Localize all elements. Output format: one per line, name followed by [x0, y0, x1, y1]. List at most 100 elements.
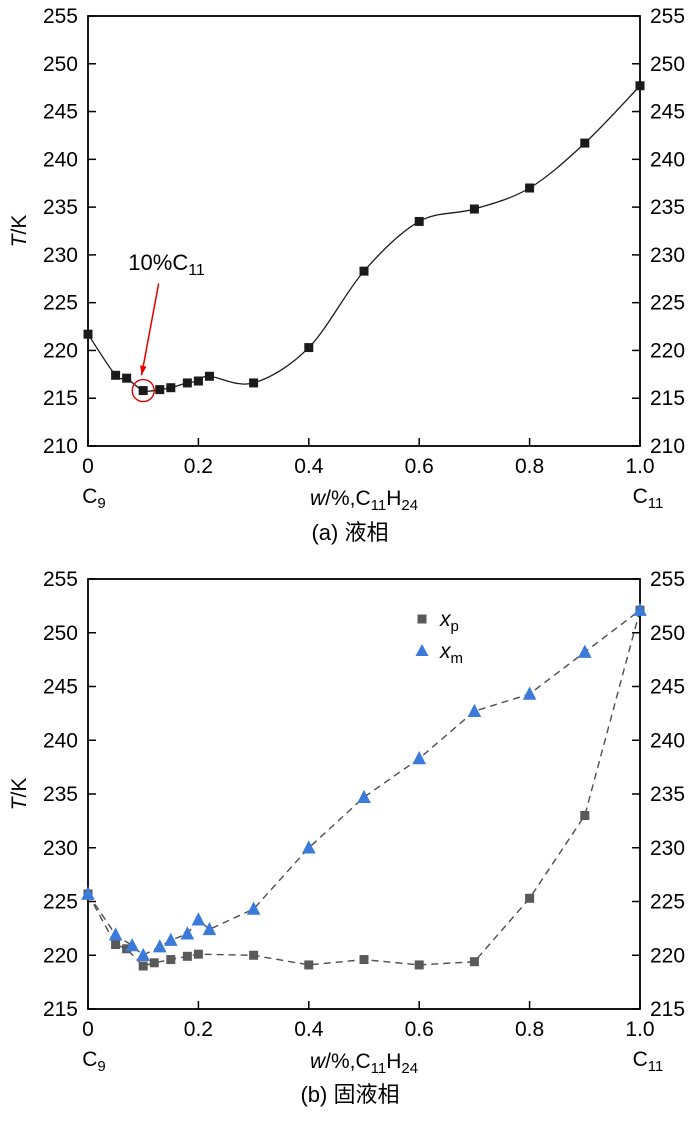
data-point [193, 376, 203, 386]
data-point [191, 912, 206, 926]
chart-b-canvas: 215 215 220 220 225 225 230 230 235 235 240 240 245 2… [8, 568, 685, 1077]
data-point [182, 951, 192, 961]
data-point [580, 138, 590, 148]
x-tick-label: 0.4 [294, 455, 324, 478]
y-tick-label: 235 [43, 783, 78, 806]
x-tick-label: 1.0 [625, 455, 654, 478]
y-tick-label: 230 [43, 837, 78, 860]
x-tick-label: 0.8 [515, 455, 544, 478]
data-point [304, 960, 314, 970]
x-right-end-label: C11 [633, 485, 664, 512]
data-point [467, 703, 482, 717]
data-point [83, 329, 93, 339]
annotation-circle [131, 378, 155, 403]
y-tick-label-right: 255 [650, 6, 685, 28]
y-tick-label: 210 [43, 435, 78, 458]
x-left-end-label: C9 [82, 485, 106, 512]
data-point [469, 204, 479, 214]
data-point [301, 840, 316, 854]
y-tick-label: 250 [43, 53, 78, 76]
x-left-end-label: C9 [82, 1048, 106, 1075]
y-tick-label-right: 225 [650, 891, 685, 914]
x-tick-label: 1.0 [625, 1018, 654, 1041]
legend-marker [417, 614, 427, 624]
y-axis-label: T/K [8, 778, 31, 811]
legend-label: xp [439, 608, 459, 635]
y-tick-label: 245 [43, 676, 78, 699]
axes: 210 210 215 215 220 220 225 225 230 230 235 235 240 2… [8, 6, 685, 514]
y-tick-label: 235 [43, 196, 78, 219]
data-point [204, 371, 214, 381]
data-point [163, 932, 178, 946]
x-tick-label: 0.4 [294, 1018, 324, 1041]
x-tick-label: 0.8 [515, 1018, 544, 1041]
x-axis-label: w/%,C11H24 [310, 487, 418, 514]
y-tick-label: 255 [43, 568, 78, 591]
data-point [522, 686, 537, 700]
figure-liquid-phase: 210 210 215 215 220 220 225 225 230 230 235 235 240 2… [0, 6, 700, 550]
data-point [469, 957, 479, 967]
data-point [125, 938, 139, 952]
data-point [138, 386, 148, 396]
data-point [193, 949, 203, 959]
data-point [635, 81, 645, 91]
y-tick-label: 225 [43, 292, 78, 315]
data-point [359, 955, 369, 965]
y-tick-label-right: 235 [650, 196, 685, 219]
annotation-arrow-head [140, 365, 147, 376]
y-tick-label: 240 [43, 148, 78, 171]
y-tick-label-right: 220 [650, 339, 685, 362]
y-tick-label: 245 [43, 101, 78, 124]
legend: xp xm [415, 608, 463, 667]
y-tick-label: 240 [43, 729, 78, 752]
y-tick-label: 255 [43, 6, 78, 28]
series-liquid-phase-curve [83, 81, 645, 396]
data-point [249, 378, 259, 388]
y-tick-label-right: 215 [650, 387, 685, 410]
y-tick-label-right: 245 [650, 676, 685, 699]
data-point [633, 602, 647, 616]
series-line [87, 85, 641, 392]
plot-frame [87, 15, 641, 447]
data-point [304, 343, 314, 353]
data-point [525, 183, 535, 193]
y-tick-label-right: 255 [650, 568, 685, 591]
y-tick-label: 220 [43, 339, 78, 362]
x-tick-label: 0 [82, 1018, 94, 1041]
data-point [111, 370, 121, 380]
x-tick-label: 0 [82, 455, 94, 478]
data-point [81, 886, 95, 900]
data-point [525, 893, 535, 903]
data-point [138, 961, 148, 971]
data-point [182, 378, 192, 388]
data-point [108, 927, 123, 941]
data-point [152, 939, 167, 953]
chart-a-caption: (a) 液相 [311, 520, 389, 545]
y-axis-label: T/K [8, 215, 31, 248]
data-point [155, 385, 165, 395]
annotation-arrow-line [140, 283, 160, 376]
data-point [122, 373, 132, 383]
x-right-end-label: C11 [633, 1048, 664, 1075]
y-tick-label: 250 [43, 622, 78, 645]
x-tick-label: 0.6 [405, 1018, 434, 1041]
data-point [180, 926, 195, 940]
data-point [111, 940, 121, 949]
data-point [359, 266, 369, 276]
y-tick-label-right: 215 [650, 998, 685, 1021]
data-point [414, 960, 424, 970]
data-point [577, 644, 592, 658]
series-xm-liquid-phase [81, 602, 647, 961]
data-point [149, 958, 159, 968]
data-point [249, 950, 259, 960]
y-tick-label-right: 235 [650, 783, 685, 806]
data-point [357, 789, 371, 803]
page-root: 210 210 215 215 220 220 225 225 230 230 235 235 240 2… [0, 6, 700, 1107]
data-point [136, 947, 151, 961]
y-tick-label: 215 [43, 998, 78, 1021]
annotation-text: 10%C11 [128, 250, 205, 279]
data-point [246, 901, 261, 915]
x-tick-label: 0.6 [405, 455, 434, 478]
data-point [414, 216, 424, 226]
y-tick-label: 215 [43, 387, 78, 410]
